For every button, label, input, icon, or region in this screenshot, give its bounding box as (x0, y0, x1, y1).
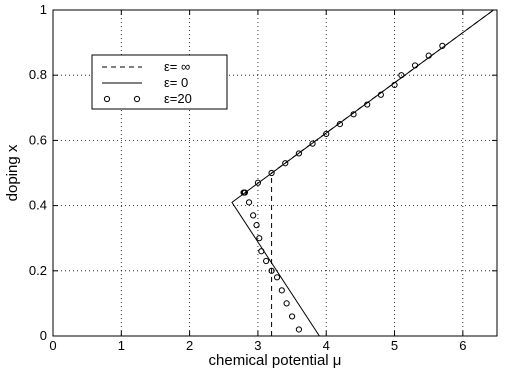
data-point (250, 212, 257, 219)
data-point (256, 235, 263, 242)
legend: ε= ∞ε= 0ε=20 (91, 54, 228, 110)
data-point (254, 179, 262, 186)
tick-labels: 0 1 2 3 4 5 6 0 0.2 0.4 0.6 0.8 1 (29, 2, 497, 353)
y-tick-label: 0.6 (29, 132, 47, 147)
x-tick-label: 0 (49, 338, 56, 353)
y-axis-label: doping x (4, 144, 21, 201)
data-point (425, 52, 432, 59)
data-point (309, 140, 316, 147)
data-point (241, 189, 248, 196)
data-point (273, 274, 281, 281)
x-tick-label: 3 (254, 338, 261, 353)
data-point (391, 81, 398, 89)
series-dashed-line (271, 9, 494, 336)
legend-label: ε= 0 (164, 75, 188, 90)
data-point (295, 150, 303, 157)
legend-label: ε=20 (164, 91, 192, 106)
series-solid-line (231, 9, 494, 337)
data-point (283, 300, 290, 307)
y-tick-label: 1 (40, 2, 47, 17)
data-point (377, 91, 384, 98)
data-point (398, 72, 405, 79)
data-point (263, 257, 270, 265)
x-tick-label: 2 (186, 338, 193, 353)
x-tick-label: 4 (323, 338, 330, 353)
legend-box (91, 54, 228, 110)
data-point (245, 199, 253, 206)
data-point (268, 169, 275, 177)
legend-marker (103, 95, 111, 103)
y-tick-label: 0.8 (29, 67, 47, 82)
y-tick-label: 0.4 (29, 198, 47, 213)
y-tick-label: 0.2 (29, 263, 47, 278)
data-point (439, 42, 446, 49)
data-point (253, 222, 260, 229)
data-point (336, 121, 343, 128)
data-point (282, 160, 289, 167)
data-point (323, 130, 330, 137)
series-layer (231, 9, 494, 337)
x-tick-label: 5 (391, 338, 398, 353)
data-point (411, 62, 419, 69)
data-point (364, 101, 371, 108)
legend-label: ε= ∞ (164, 59, 190, 74)
x-tick-label: 6 (459, 338, 466, 353)
plot-frame (52, 9, 498, 337)
data-point (288, 313, 296, 320)
data-point (278, 287, 285, 294)
data-point (350, 111, 357, 118)
data-point (258, 248, 265, 255)
y-tick-label: 0 (40, 328, 47, 343)
x-axis-label: chemical potential μ (209, 352, 342, 369)
data-point (268, 267, 275, 274)
x-tick-label: 1 (118, 338, 125, 353)
data-point (295, 326, 303, 333)
legend-marker (133, 95, 141, 103)
